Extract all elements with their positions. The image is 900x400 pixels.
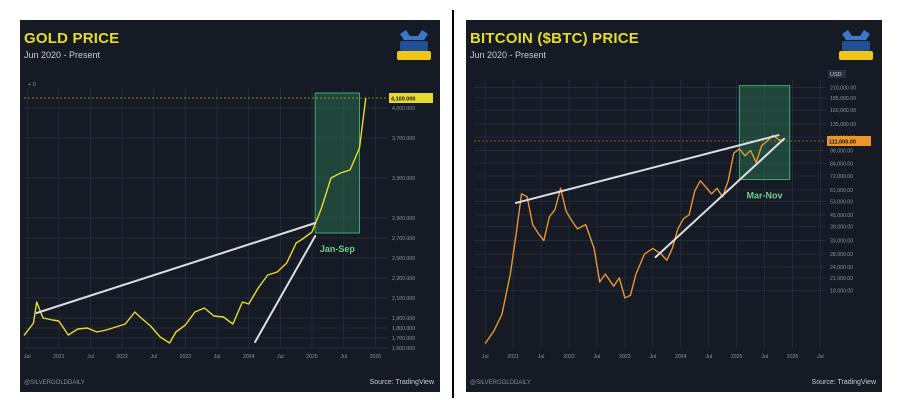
x-tick-label: 2023: [619, 354, 631, 360]
x-tick-label: 2022: [116, 354, 128, 360]
y-tick-label: 2,300.000: [392, 276, 415, 282]
panel-divider: [452, 10, 454, 398]
x-tick-label: Jul: [87, 354, 94, 360]
currency-badge: [828, 70, 846, 78]
price-badge-label: 111,000.00: [829, 139, 856, 145]
y-tick-label: 18,000.00: [830, 289, 853, 295]
source-label: Source: TradingView: [369, 379, 434, 386]
price-series-line: [23, 97, 367, 344]
y-tick-label: 3,300.000: [392, 176, 415, 182]
x-tick-label: Jul: [277, 354, 284, 360]
bitcoin-chart-panel: BITCOIN ($BTC) PRICE Jun 2020 - Present …: [466, 20, 882, 392]
y-tick-label: 2,500.000: [392, 256, 415, 262]
y-tick-label: 135,000.00: [830, 122, 856, 128]
price-series-line: [484, 134, 785, 344]
y-tick-label: 61,000.00: [830, 188, 853, 194]
y-tick-label: 39,000.00: [830, 225, 853, 231]
watermark: @SILVERGOLDDAILY: [470, 380, 531, 386]
y-tick-label: 1,700.000: [392, 336, 415, 342]
x-tick-label: 2024: [243, 354, 255, 360]
y-tick-label: 185,000.00: [830, 96, 856, 102]
x-tick-label: 2026: [787, 354, 799, 360]
bull-crypto-logo-icon: [839, 30, 873, 60]
chart-subtitle: Jun 2020 - Present: [24, 50, 101, 60]
x-tick-label: 2025: [731, 354, 743, 360]
chart-title: GOLD PRICE: [24, 30, 120, 47]
y-tick-label: 53,000.00: [830, 199, 853, 205]
x-tick-label: Jul: [761, 354, 768, 360]
x-tick-label: Jul: [150, 354, 157, 360]
y-tick-label: 72,000.00: [830, 174, 853, 180]
x-tick-label: Jul: [594, 354, 601, 360]
y-tick-label: 98,000.00: [830, 149, 853, 155]
source-label: Source: TradingView: [811, 379, 876, 386]
y-tick-label: 1,900.000: [392, 316, 415, 322]
currency-label: USD: [830, 72, 842, 78]
y-tick-label: 4,000.000: [392, 106, 415, 112]
bull-crypto-logo-icon: [397, 30, 431, 60]
x-tick-label: Jul: [340, 354, 347, 360]
y-tick-label: 210,000.00: [830, 86, 856, 92]
y-tick-label: 1,800.000: [392, 326, 415, 332]
y-tick-label: 21,000.00: [830, 276, 853, 282]
bitcoin-price-chart[interactable]: Mar-Nov 18,000.00 21,000.00 24,000.00 28,000…: [466, 20, 882, 392]
y-tick-label: 84,000.00: [830, 161, 853, 167]
y-tick-label: 33,000.00: [830, 239, 853, 245]
highlight-label: Jan-Sep: [320, 244, 356, 254]
toolbar-label: + 0: [28, 82, 36, 88]
chart-title: BITCOIN ($BTC) PRICE: [470, 30, 639, 47]
trendline: [514, 134, 780, 204]
x-tick-label: Jul: [649, 354, 656, 360]
y-tick-label: 2,900.000: [392, 216, 415, 222]
x-tick-label: Jul: [817, 354, 824, 360]
x-tick-label: 2026: [370, 354, 382, 360]
watermark: @SILVERGOLDDAILY: [24, 380, 85, 386]
y-tick-label: 28,000.00: [830, 252, 853, 258]
y-tick-label: 24,000.00: [830, 265, 853, 271]
y-tick-label: 45,000.00: [830, 213, 853, 219]
gold-chart-panel: GOLD PRICE Jun 2020 - Present Jan-Sep 1,6…: [20, 20, 440, 392]
x-tick-label: 2022: [563, 354, 575, 360]
trendline: [35, 222, 317, 314]
trendline: [654, 137, 786, 259]
y-tick-label: 1,600.000: [392, 346, 415, 352]
x-tick-label: Jul: [214, 354, 221, 360]
price-badge: [827, 135, 871, 146]
price-badge: [389, 93, 433, 103]
x-tick-label: 2021: [53, 354, 65, 360]
x-tick-label: 2021: [507, 354, 519, 360]
highlight-box: [314, 92, 361, 234]
y-tick-label: 2,700.000: [392, 236, 415, 242]
x-tick-label: Jul: [538, 354, 545, 360]
x-tick-label: Jul: [482, 354, 489, 360]
y-tick-label: 3,700.000: [392, 136, 415, 142]
x-tick-label: Jul: [705, 354, 712, 360]
y-tick-label: 2,100.000: [392, 296, 415, 302]
y-tick-label: 160,000.00: [830, 108, 856, 114]
x-tick-label: 2025: [306, 354, 318, 360]
x-tick-label: Jul: [24, 354, 31, 360]
chart-subtitle: Jun 2020 - Present: [470, 50, 547, 60]
highlight-box: [738, 85, 791, 181]
highlight-label: Mar-Nov: [747, 191, 783, 201]
price-badge-label: 4,100.000: [391, 97, 415, 103]
x-tick-label: 2024: [675, 354, 687, 360]
x-tick-label: 2023: [180, 354, 192, 360]
gold-price-chart[interactable]: Jan-Sep 1,600.000 1,700.000 1,800.000 1,900.…: [20, 20, 440, 392]
trendline: [254, 235, 317, 343]
